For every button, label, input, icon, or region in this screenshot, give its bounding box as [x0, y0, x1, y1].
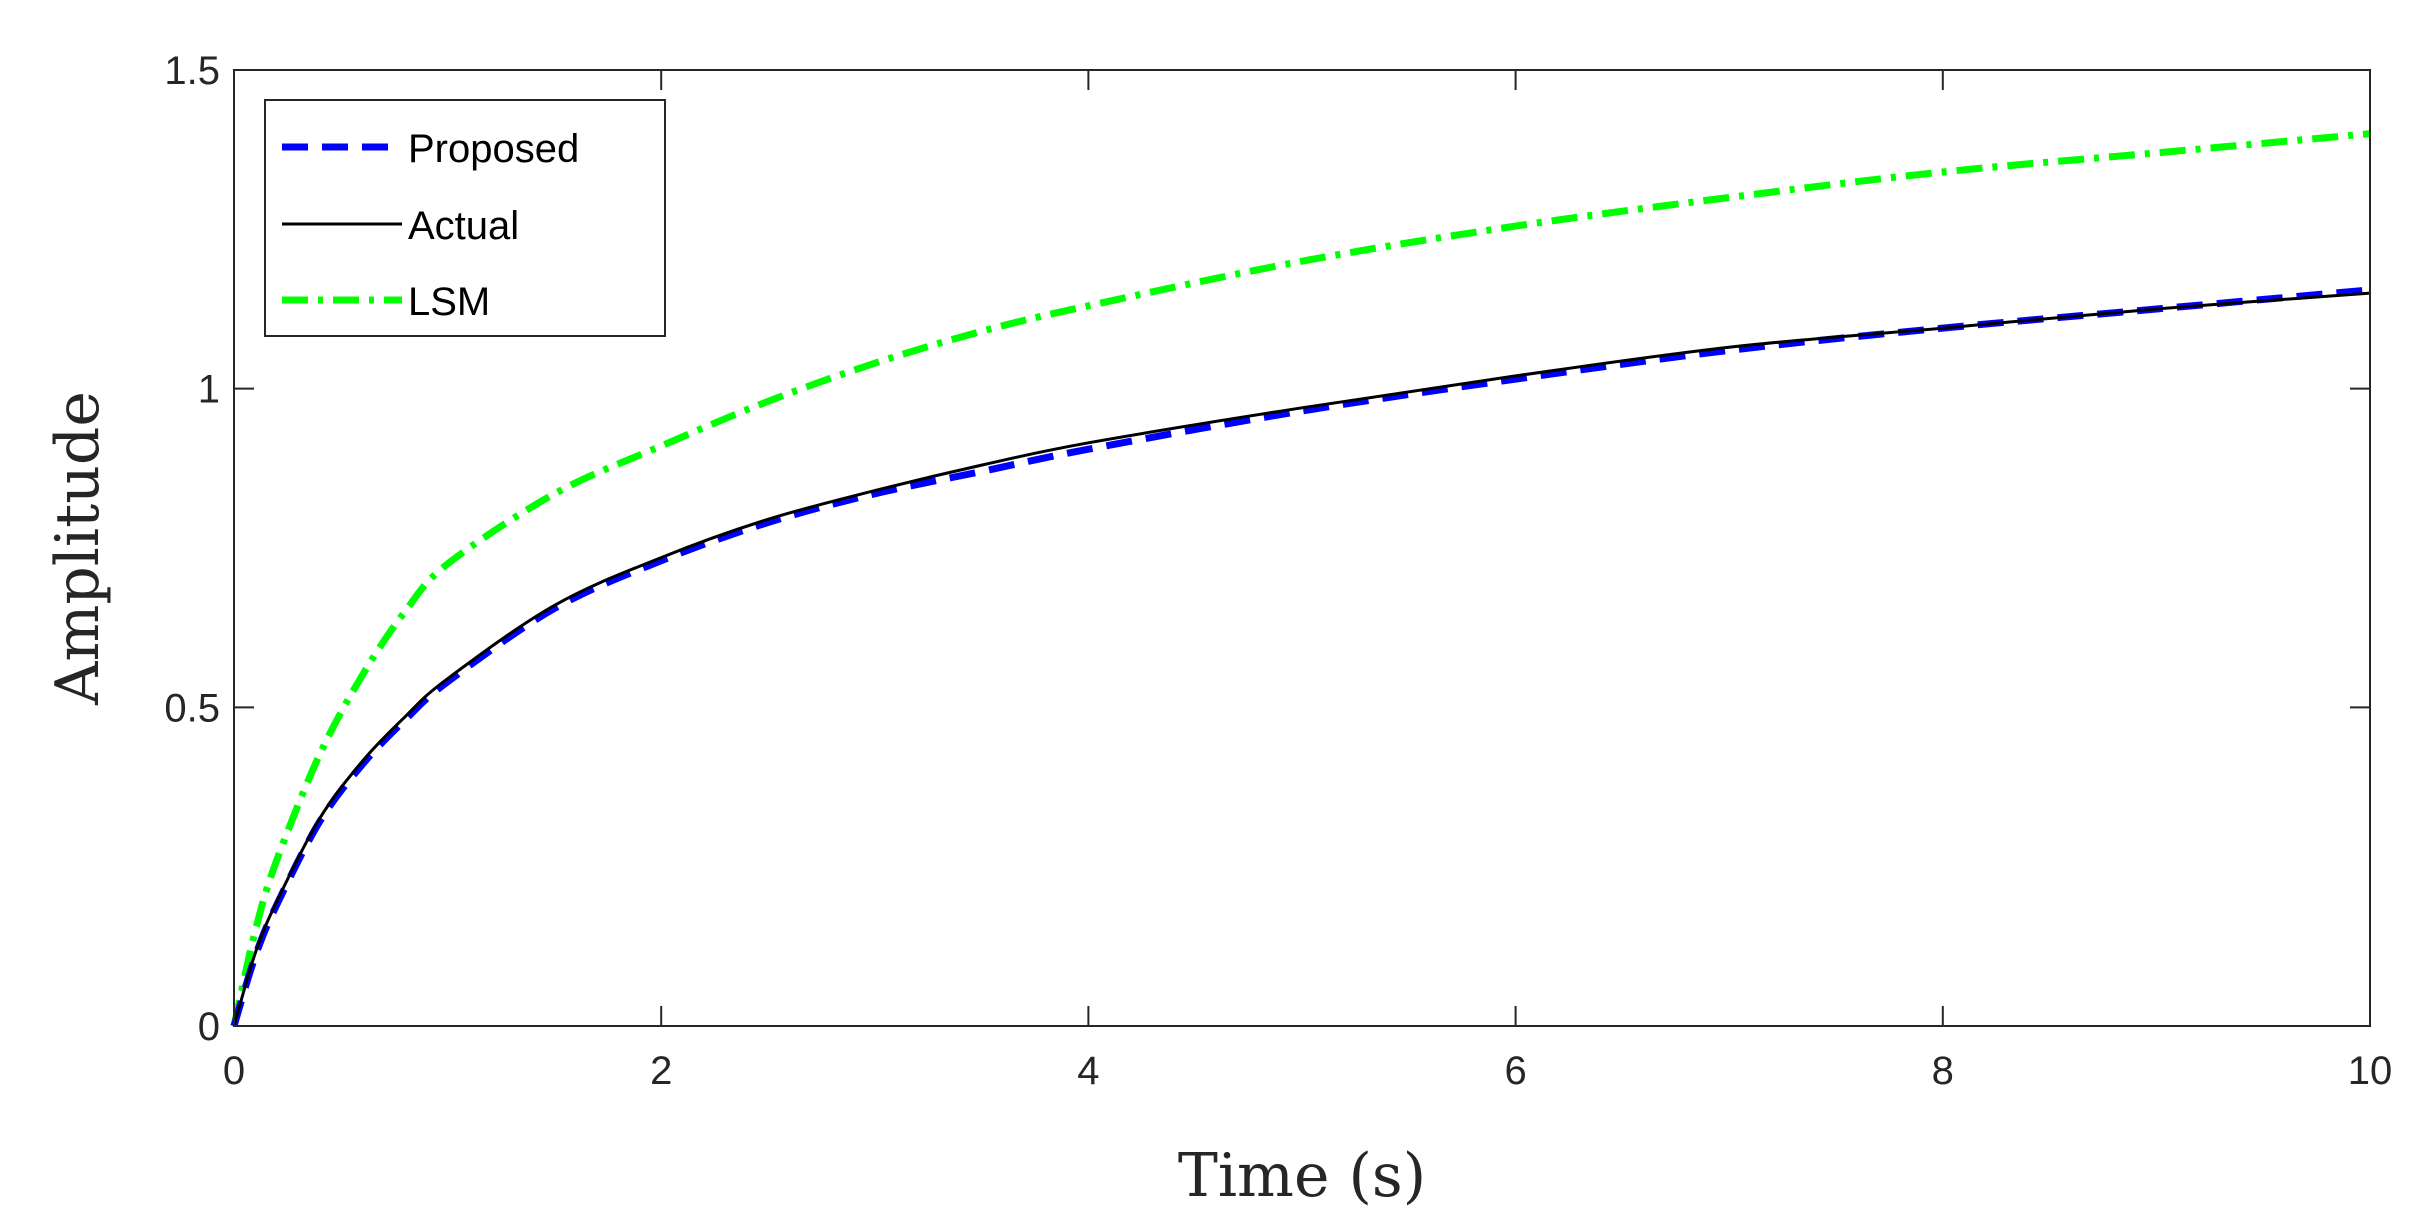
x-tick-label: 0: [223, 1049, 245, 1093]
x-tick-label: 8: [1932, 1049, 1954, 1093]
legend-label-proposed: Proposed: [408, 127, 579, 171]
y-tick-label: 1: [198, 368, 220, 412]
legend-label-actual: Actual: [408, 204, 519, 248]
x-tick-label: 6: [1504, 1049, 1526, 1093]
plot-frame: [233, 69, 2371, 1027]
y-tick-label: 0.5: [164, 686, 220, 730]
x-tick-label: 2: [650, 1049, 672, 1093]
series-line-actual: [232, 291, 2371, 1027]
series-line-lsm: [230, 130, 2371, 1027]
series-layer: [230, 130, 2371, 1028]
legend-label-lsm: LSM: [408, 280, 490, 324]
y-tick-label: 1.5: [164, 49, 220, 93]
x-axis-label: Time (s): [1178, 1141, 1426, 1211]
y-axis-label: Amplitude: [43, 391, 113, 706]
legend-box: [264, 99, 666, 337]
x-tick-label: 10: [2348, 1049, 2393, 1093]
y-tick-label: 0: [198, 1005, 220, 1049]
x-tick-label: 4: [1077, 1049, 1099, 1093]
legend: Proposed Actual LSM: [264, 99, 666, 337]
